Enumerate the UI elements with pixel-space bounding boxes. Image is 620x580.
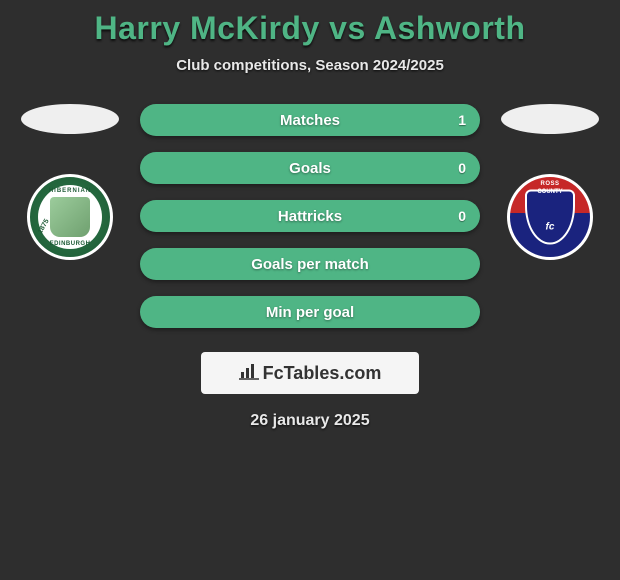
stat-row-goals: Goals 0 — [140, 152, 480, 184]
club-right-name-mid: COUNTY — [510, 189, 590, 195]
club-badge-right: fc ROSS COUNTY — [507, 174, 593, 260]
club-left-crest-icon — [50, 197, 90, 237]
content-row: HIBERNIAN 1875 EDINBURGH Matches 1 Goals… — [0, 104, 620, 328]
player-left-avatar-ellipse — [21, 104, 119, 134]
stat-label: Hattricks — [184, 208, 436, 225]
bar-chart-icon — [239, 362, 259, 385]
stat-label: Goals per match — [184, 256, 436, 273]
stat-row-hattricks: Hattricks 0 — [140, 200, 480, 232]
page-subtitle: Club competitions, Season 2024/2025 — [0, 57, 620, 74]
stat-label: Min per goal — [184, 304, 436, 321]
page-title: Harry McKirdy vs Ashworth — [0, 10, 620, 47]
stat-right-value: 0 — [436, 160, 466, 176]
stat-label: Matches — [184, 112, 436, 129]
left-player-column: HIBERNIAN 1875 EDINBURGH — [20, 104, 120, 260]
date-footer: 26 january 2025 — [0, 412, 620, 430]
stat-row-matches: Matches 1 — [140, 104, 480, 136]
stat-right-value: 1 — [436, 112, 466, 128]
watermark-text: FcTables.com — [263, 363, 382, 384]
club-left-name-top: HIBERNIAN — [38, 188, 102, 194]
club-right-shield-icon: fc — [525, 190, 575, 245]
stat-right-value: 0 — [436, 208, 466, 224]
club-left-year: 1875 — [37, 218, 51, 235]
stats-column: Matches 1 Goals 0 Hattricks 0 Goals per … — [140, 104, 480, 328]
right-player-column: fc ROSS COUNTY — [500, 104, 600, 260]
club-left-name-bottom: EDINBURGH — [38, 241, 102, 247]
club-badge-left-inner: HIBERNIAN 1875 EDINBURGH — [38, 185, 102, 249]
player-right-avatar-ellipse — [501, 104, 599, 134]
comparison-card: Harry McKirdy vs Ashworth Club competiti… — [0, 0, 620, 430]
club-right-fc: fc — [527, 222, 573, 233]
club-badge-left: HIBERNIAN 1875 EDINBURGH — [27, 174, 113, 260]
stat-label: Goals — [184, 160, 436, 177]
watermark-badge[interactable]: FcTables.com — [201, 352, 419, 394]
stat-row-min-per-goal: Min per goal — [140, 296, 480, 328]
stat-row-goals-per-match: Goals per match — [140, 248, 480, 280]
club-right-name-top: ROSS — [510, 181, 590, 187]
